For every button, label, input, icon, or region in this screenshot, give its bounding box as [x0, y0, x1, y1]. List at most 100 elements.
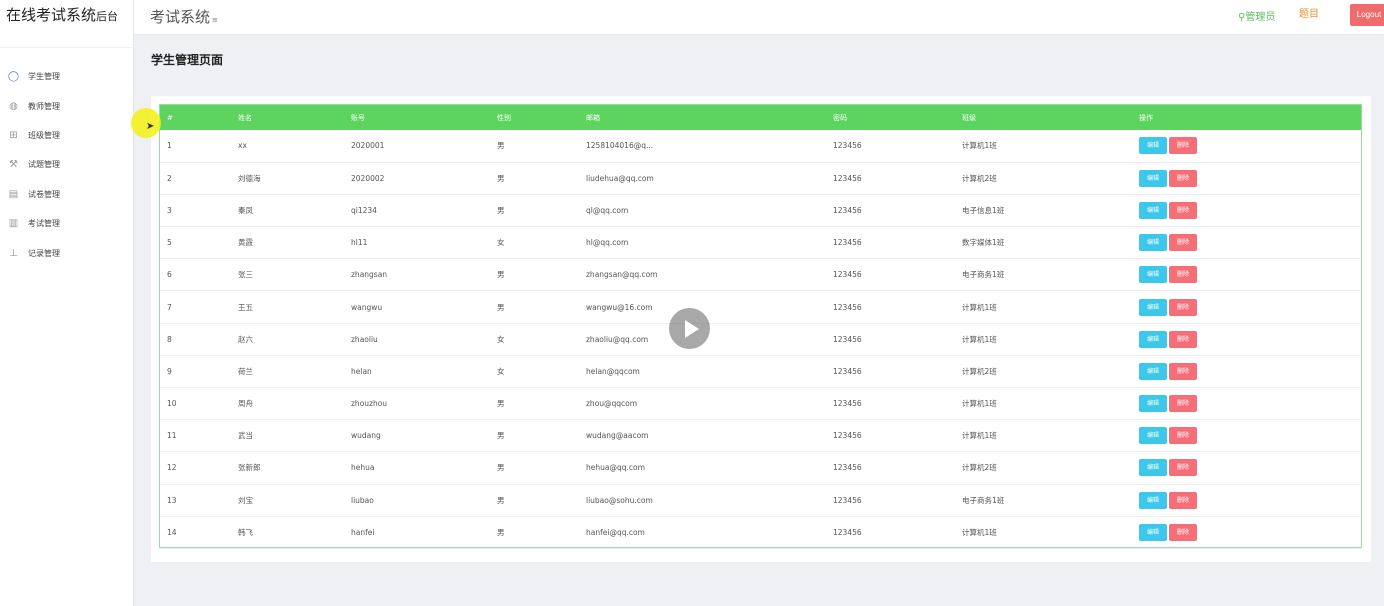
edit-button[interactable]: 编辑	[1139, 523, 1167, 541]
table-cell: 电子商务1班	[962, 495, 1005, 505]
row-actions: 编辑 删除	[1132, 259, 1361, 291]
table-cell: 13	[167, 495, 177, 505]
sidebar-item-2[interactable]: ⊞ 班级管理	[0, 121, 134, 150]
delete-button[interactable]: 删除	[1169, 234, 1197, 252]
cursor-highlight	[131, 108, 161, 138]
table-cell: 武当	[238, 431, 253, 441]
table-cell: 计算机1班	[962, 141, 997, 151]
sidebar-item-3[interactable]: ⚒ 试题管理	[0, 150, 134, 179]
table-cell: 计算机1班	[962, 527, 997, 537]
table-cell: 王五	[238, 302, 253, 312]
table-cell: 123456	[833, 334, 862, 344]
table-cell: 女	[497, 334, 505, 344]
table-cell: 黄霞	[238, 238, 253, 248]
edit-button[interactable]: 编辑	[1139, 266, 1167, 284]
table-cell: zhouzhou	[351, 399, 388, 409]
edit-button[interactable]: 编辑	[1139, 169, 1167, 187]
edit-button[interactable]: 编辑	[1139, 459, 1167, 477]
table-cell: hl@qq.com	[586, 238, 629, 248]
edit-button[interactable]: 编辑	[1139, 491, 1167, 509]
edit-button[interactable]: 编辑	[1139, 201, 1167, 219]
table-cell: 123456	[833, 173, 862, 183]
delete-button[interactable]: 删除	[1169, 298, 1197, 316]
table-cell: 9	[167, 366, 172, 376]
delete-button[interactable]: 删除	[1169, 491, 1197, 509]
table-cell: 数字媒体1班	[962, 238, 1005, 248]
row-actions: 编辑 删除	[1132, 516, 1361, 548]
sidebar-menu: ◯ 学生管理 ◍ 教师管理 ⊞ 班级管理 ⚒ 试题管理 ▤ 试卷管理 ▥ 考试管理 ⊥ 记录管理	[0, 62, 134, 268]
delete-button[interactable]: 删除	[1169, 459, 1197, 477]
table-cell: wudang	[351, 431, 381, 441]
table-cell: 5	[167, 238, 172, 248]
row-actions: 编辑 删除	[1132, 194, 1361, 226]
sidebar-divider	[0, 47, 134, 48]
sidebar-item-label: 考试管理	[28, 219, 60, 229]
table-cell: 韩飞	[238, 527, 253, 537]
edit-button[interactable]: 编辑	[1139, 330, 1167, 348]
delete-button[interactable]: 删除	[1169, 523, 1197, 541]
sidebar: 在线考试系统后台 ◯ 学生管理 ◍ 教师管理 ⊞ 班级管理 ⚒ 试题管理 ▤ 试卷管理 ▥ 考试管理 ⊥…	[0, 0, 134, 606]
table-cell: 8	[167, 334, 172, 344]
table-cell: 电子信息1班	[962, 205, 1005, 215]
delete-button[interactable]: 删除	[1169, 266, 1197, 284]
sidebar-item-1[interactable]: ◍ 教师管理	[0, 91, 134, 120]
admin-link[interactable]: ⚲管理员	[1238, 12, 1276, 23]
edit-button[interactable]: 编辑	[1139, 362, 1167, 380]
delete-button[interactable]: 删除	[1169, 169, 1197, 187]
column-header: 姓名	[238, 113, 252, 122]
table-cell: 1258104016@q...	[586, 141, 654, 151]
table-cell: liudehua@qq.com	[586, 173, 654, 183]
menu-toggle-icon[interactable]: ≡	[212, 16, 218, 24]
table-cell: 女	[497, 238, 505, 248]
table-cell: 男	[497, 205, 505, 215]
table-cell: 荷兰	[238, 366, 253, 376]
table-cell: 男	[497, 173, 505, 183]
table-cell: liubao	[351, 495, 374, 505]
edit-button[interactable]: 编辑	[1139, 395, 1167, 413]
table-row: 14 韩飞 hanfei 男 hanfei@qq.com 123456 计算机1班 编辑 删除	[160, 516, 1361, 549]
tools-icon: ⚒	[9, 159, 18, 171]
table-cell: zhou@qqcom	[586, 399, 638, 409]
column-header: 邮箱	[586, 113, 600, 122]
table-cell: 男	[497, 141, 505, 151]
table-cell: hanfei@qq.com	[586, 527, 645, 537]
table-cell: 张新郎	[238, 463, 261, 473]
table-row: 9 荷兰 helan 女 helan@qqcom 123456 计算机2班 编辑 删除	[160, 355, 1361, 388]
table-cell: 女	[497, 366, 505, 376]
table-cell: 123456	[833, 141, 862, 151]
delete-button[interactable]: 删除	[1169, 330, 1197, 348]
row-actions: 编辑 删除	[1132, 162, 1361, 194]
row-actions: 编辑 删除	[1132, 388, 1361, 420]
edit-button[interactable]: 编辑	[1139, 298, 1167, 316]
table-cell: liubao@sohu.com	[586, 495, 653, 505]
edit-button[interactable]: 编辑	[1139, 427, 1167, 445]
sidebar-item-0[interactable]: ◯ 学生管理	[0, 62, 134, 91]
delete-button[interactable]: 删除	[1169, 137, 1197, 155]
logout-button[interactable]: Logout	[1350, 4, 1384, 26]
table-cell: 电子商务1班	[962, 270, 1005, 280]
table-row: 6 张三 zhangsan 男 zhangsan@qq.com 123456 电子商务1班 编…	[160, 259, 1361, 291]
sidebar-item-4[interactable]: ▤ 试卷管理	[0, 180, 134, 209]
table-cell: 计算机1班	[962, 334, 997, 344]
delete-button[interactable]: 删除	[1169, 427, 1197, 445]
topic-link[interactable]: 题目	[1299, 9, 1319, 20]
delete-button[interactable]: 删除	[1169, 362, 1197, 380]
row-actions: 编辑 删除	[1132, 291, 1361, 323]
column-header: 密码	[833, 113, 847, 122]
table-cell: zhangsan@qq.com	[586, 270, 658, 280]
table-cell: wudang@aacom	[586, 431, 649, 441]
edit-button[interactable]: 编辑	[1139, 234, 1167, 252]
table-cell: 2020002	[351, 173, 385, 183]
delete-button[interactable]: 删除	[1169, 395, 1197, 413]
sidebar-item-5[interactable]: ▥ 考试管理	[0, 209, 134, 238]
sidebar-item-6[interactable]: ⊥ 记录管理	[0, 238, 134, 267]
play-icon	[684, 319, 699, 338]
video-play-button[interactable]	[669, 308, 710, 349]
teacher-icon: ◍	[9, 100, 18, 112]
column-header: 操作	[1139, 113, 1153, 122]
table-cell: 计算机1班	[962, 431, 997, 441]
delete-button[interactable]: 删除	[1169, 201, 1197, 219]
brand: 在线考试系统后台	[0, 0, 133, 30]
edit-button[interactable]: 编辑	[1139, 137, 1167, 155]
table-row: 8 赵六 zhaoliu 女 zhaoliu@qq.com 123456 计算机1班 编辑 删除	[160, 323, 1361, 356]
